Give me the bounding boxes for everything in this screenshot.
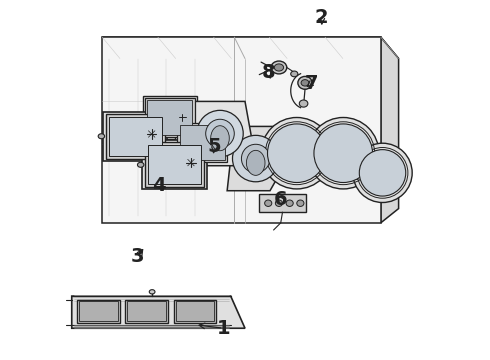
Bar (127, 301, 166, 321)
Text: 7: 7 (304, 74, 318, 93)
Ellipse shape (286, 200, 293, 206)
Bar (145, 98, 195, 137)
Polygon shape (227, 126, 284, 191)
Text: 2: 2 (315, 8, 329, 27)
Bar (79, 301, 118, 321)
Bar (106, 114, 165, 158)
Bar (301, 147, 312, 159)
Ellipse shape (274, 64, 284, 71)
Ellipse shape (359, 150, 406, 196)
Ellipse shape (197, 111, 243, 157)
Text: 8: 8 (261, 63, 275, 82)
Ellipse shape (138, 162, 144, 167)
Ellipse shape (206, 119, 234, 148)
Ellipse shape (149, 290, 155, 294)
Text: 6: 6 (274, 190, 288, 209)
Bar (180, 125, 224, 159)
Polygon shape (188, 102, 252, 166)
Bar (143, 96, 197, 139)
Bar (347, 166, 357, 179)
Ellipse shape (211, 126, 229, 151)
Bar (109, 117, 162, 156)
Bar (142, 140, 207, 189)
Bar (175, 121, 229, 164)
Ellipse shape (298, 76, 312, 89)
Ellipse shape (275, 200, 283, 206)
Ellipse shape (297, 200, 304, 206)
Bar (148, 145, 201, 184)
Ellipse shape (291, 71, 298, 77)
Polygon shape (72, 296, 245, 328)
Ellipse shape (299, 100, 308, 107)
Ellipse shape (271, 61, 287, 74)
Bar (77, 300, 120, 323)
Bar (173, 300, 217, 323)
Bar (176, 301, 214, 321)
Ellipse shape (232, 135, 279, 182)
Polygon shape (102, 37, 381, 223)
Ellipse shape (246, 150, 265, 175)
Bar (255, 147, 265, 159)
Text: 1: 1 (217, 319, 230, 338)
Polygon shape (381, 37, 398, 223)
Ellipse shape (314, 124, 372, 183)
Bar (103, 112, 168, 161)
Text: 3: 3 (131, 247, 145, 266)
Ellipse shape (301, 80, 309, 86)
Bar (177, 123, 227, 162)
Text: 5: 5 (208, 136, 221, 156)
Ellipse shape (98, 134, 104, 139)
Bar (125, 300, 168, 323)
Text: 4: 4 (152, 176, 166, 195)
Polygon shape (259, 194, 306, 212)
Ellipse shape (353, 143, 412, 203)
Ellipse shape (265, 200, 272, 206)
Bar (145, 143, 204, 187)
Bar (147, 100, 193, 135)
Ellipse shape (308, 117, 379, 189)
Ellipse shape (242, 144, 270, 173)
Ellipse shape (261, 117, 333, 189)
Ellipse shape (268, 124, 326, 183)
Polygon shape (102, 37, 398, 59)
